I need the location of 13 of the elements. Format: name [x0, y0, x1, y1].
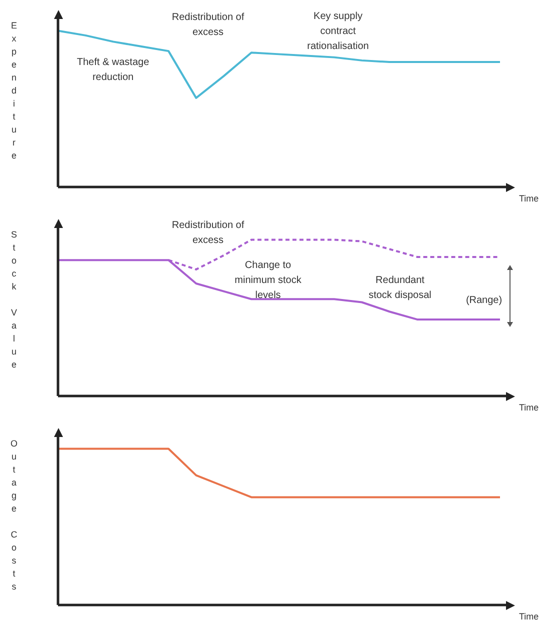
annotation: Redundant stock disposal: [368, 274, 432, 301]
annotation: Change to minimum stock levels: [234, 260, 302, 301]
x-axis-title: Time: [519, 611, 539, 622]
x-axis-title: Time: [519, 193, 539, 204]
annotation: Theft & wastage reduction: [76, 56, 150, 83]
text: Outage Costs: [10, 438, 18, 592]
annotation: (Range): [466, 294, 502, 306]
annotation: Redistribution of excess: [172, 12, 244, 38]
x-axis-title: Time: [519, 402, 539, 412]
text: Stock Value: [10, 229, 18, 370]
annotation: Redistribution of excess: [172, 220, 244, 246]
text: Expenditure: [10, 20, 18, 160]
annotation: Key supply contract rationalisation: [307, 10, 369, 52]
